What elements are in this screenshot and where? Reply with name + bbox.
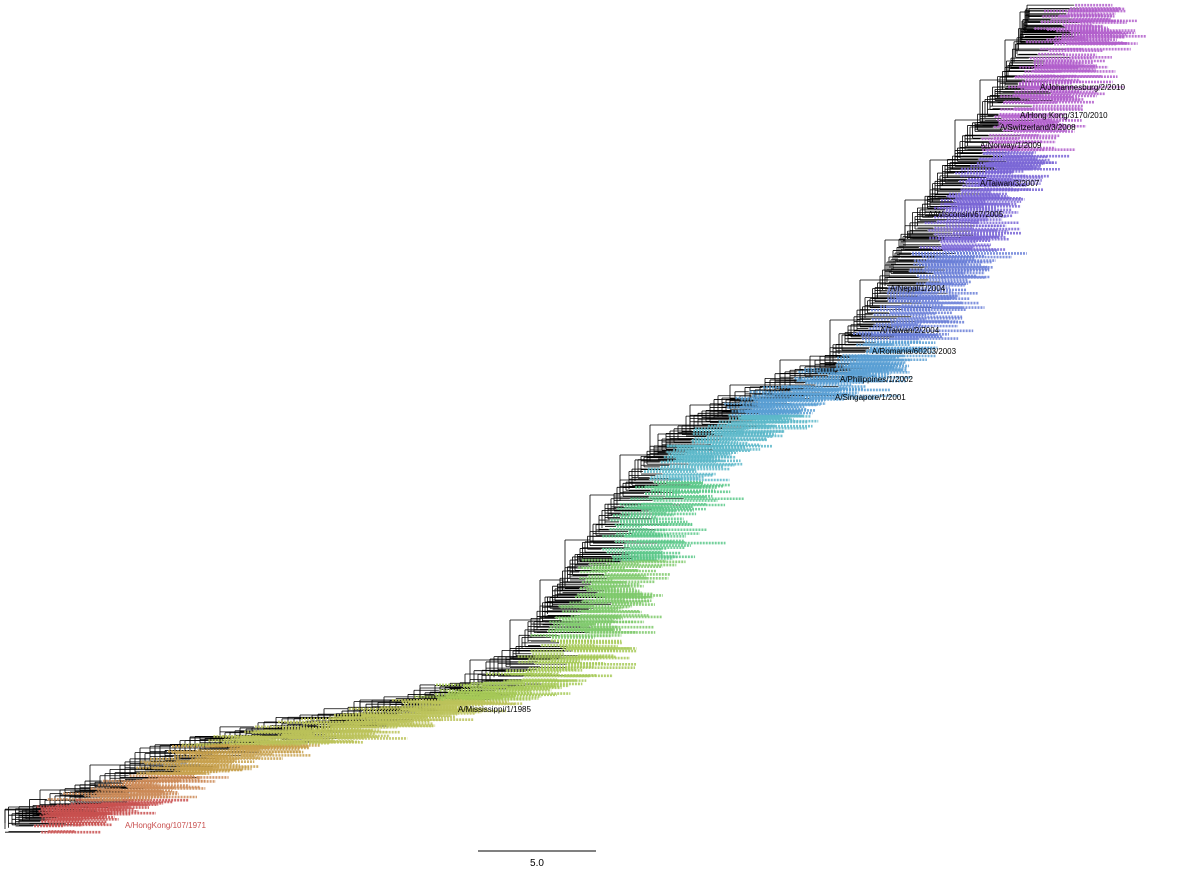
named-leaf-label: A/Hong Kong/3170/2010 xyxy=(1020,111,1108,120)
named-leaf-label: A/Wisconsin/67/2005 xyxy=(928,210,1004,219)
named-leaf-label: A/HongKong/107/1971 xyxy=(125,821,207,830)
named-leaf-label: A/Taiwan/3/2007 xyxy=(980,179,1040,188)
named-leaf-label: A/Mississippi/1/1985 xyxy=(458,705,531,714)
tree-branches xyxy=(4,4,1081,833)
named-leaf-label: A/Taiwan/2/2004 xyxy=(880,326,940,335)
named-leaf-label: A/Johannesburg/2/2010 xyxy=(1040,83,1126,92)
named-leaf-label: A/Romania/60203/2003 xyxy=(872,347,957,356)
tree-named-leaf-labels: A/HongKong/107/1971 A/Mississippi/1/1985 A… xyxy=(125,83,1126,830)
named-leaf-label: A/Nepal/1/2004 xyxy=(890,284,946,293)
named-leaf-label: A/Switzerland/3/2008 xyxy=(1000,123,1076,132)
named-leaf-label: A/Norway/1/2009 xyxy=(980,141,1042,150)
scale-bar-label: 5.0 xyxy=(530,858,544,869)
tree-leaf-labels xyxy=(34,3,1147,834)
named-leaf-label: A/Philippines/1/2002 xyxy=(840,375,913,384)
scale-bar: 5.0 xyxy=(478,850,596,869)
named-leaf-label: A/Singapore/1/2001 xyxy=(835,393,906,402)
